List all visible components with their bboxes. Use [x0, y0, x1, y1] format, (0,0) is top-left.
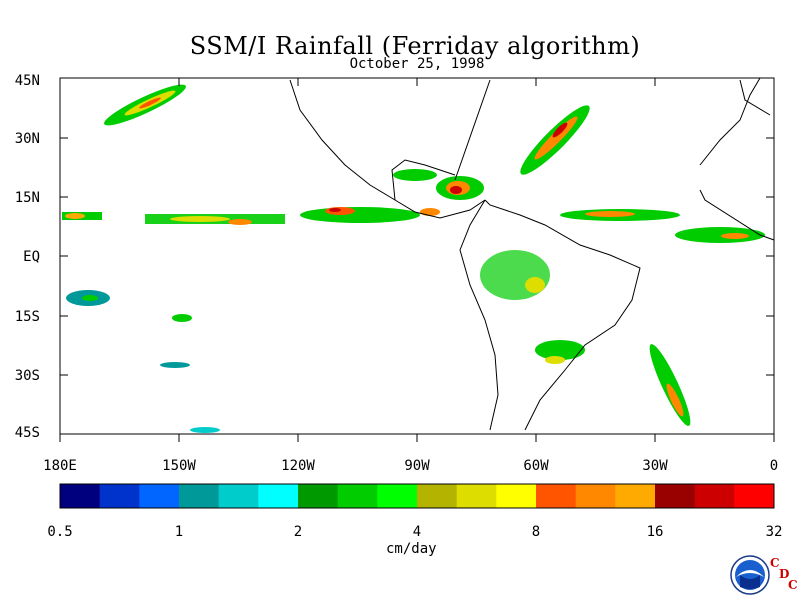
colorbar-swatch	[655, 484, 696, 508]
colorbar-units: cm/day	[386, 541, 437, 557]
lon-label-120w: 120W	[281, 458, 315, 474]
cdc-letter-c2: C	[788, 578, 798, 592]
colorbar	[60, 484, 775, 508]
colorbar-swatch	[456, 484, 497, 508]
colorbar-swatch	[734, 484, 775, 508]
colorbar-label-1: 1	[175, 524, 183, 540]
lat-label-eq: EQ	[23, 249, 40, 265]
colorbar-swatch	[694, 484, 735, 508]
rain-patches	[62, 84, 765, 433]
cdc-letter-c1: C	[770, 556, 780, 570]
lat-label-45n: 45N	[15, 73, 40, 89]
lon-label-180e: 180E	[43, 458, 77, 474]
colorbar-swatch	[60, 484, 101, 508]
colorbar-label-8: 8	[532, 524, 540, 540]
colorbar-swatch	[179, 484, 220, 508]
colorbar-swatch	[377, 484, 418, 508]
colorbar-label-32: 32	[766, 524, 783, 540]
colorbar-label-0.5: 0.5	[47, 524, 72, 540]
lon-label-150w: 150W	[162, 458, 196, 474]
map-title: SSM/I Rainfall (Ferriday algorithm)	[189, 32, 641, 60]
colorbar-swatch	[496, 484, 537, 508]
lon-label-30w: 30W	[642, 458, 668, 474]
lat-label-30n: 30N	[15, 131, 40, 147]
lat-label-15n: 15N	[15, 190, 40, 206]
colorbar-swatch	[218, 484, 259, 508]
colorbar-swatch	[337, 484, 378, 508]
lon-label-0: 0	[770, 458, 778, 474]
colorbar-swatch	[575, 484, 616, 508]
map-date: October 25, 1998	[349, 56, 485, 72]
lat-ticks	[60, 77, 774, 435]
colorbar-label-16: 16	[647, 524, 664, 540]
lon-ticks	[59, 78, 775, 442]
cdc-letter-d: D	[779, 567, 790, 581]
colorbar-swatch	[536, 484, 577, 508]
lat-label-30s: 30S	[15, 368, 40, 384]
colorbar-swatch	[615, 484, 656, 508]
lat-label-15s: 15S	[15, 309, 40, 325]
noaa-logo-icon	[730, 555, 770, 595]
lat-label-45s: 45S	[15, 425, 40, 441]
colorbar-swatch	[417, 484, 458, 508]
colorbar-frame	[59, 483, 775, 509]
colorbar-label-2: 2	[294, 524, 302, 540]
lon-label-60w: 60W	[523, 458, 549, 474]
colorbar-swatch	[99, 484, 140, 508]
map-frame	[59, 77, 775, 435]
colorbar-swatch	[258, 484, 299, 508]
colorbar-swatch	[139, 484, 180, 508]
colorbar-swatch	[298, 484, 339, 508]
lon-label-90w: 90W	[404, 458, 430, 474]
coastlines	[289, 77, 775, 431]
colorbar-label-4: 4	[413, 524, 421, 540]
